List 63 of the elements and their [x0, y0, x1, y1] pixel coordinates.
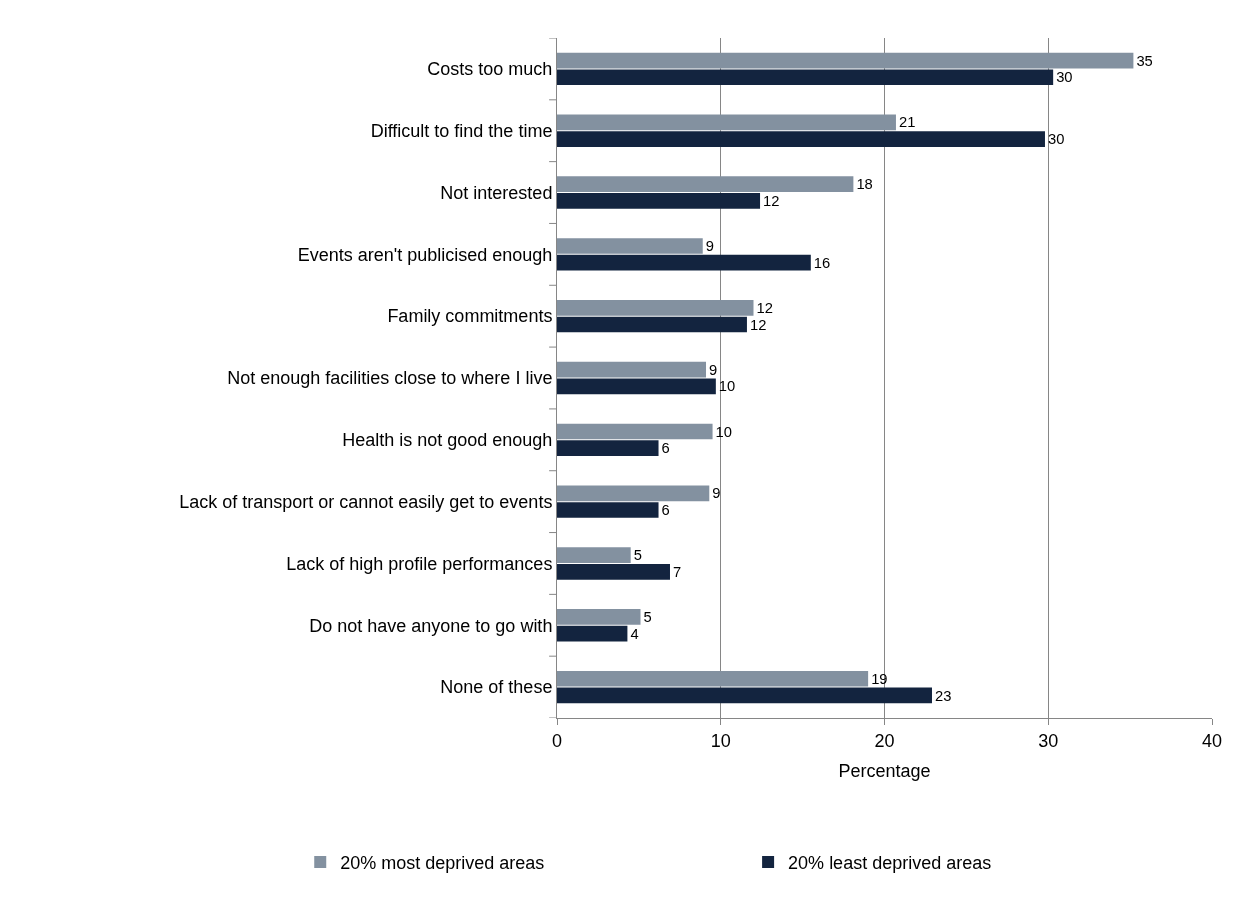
y-tick-label: Health is not good enough	[342, 430, 553, 451]
data-label: 5	[643, 609, 652, 625]
bar	[557, 193, 761, 209]
bar	[557, 299, 754, 316]
data-label: 9	[705, 238, 714, 255]
data-label: 10	[718, 378, 736, 395]
y-tick-label: Lack of transport or cannot easily get to events	[179, 491, 553, 512]
bar	[557, 440, 659, 457]
legend-label: 20% least deprived areas	[788, 852, 992, 873]
bar	[557, 502, 659, 518]
data-label: 16	[813, 254, 831, 271]
bar	[557, 114, 896, 131]
data-label: 12	[749, 316, 767, 333]
bar	[557, 176, 854, 193]
bar	[557, 625, 628, 642]
data-label: 18	[856, 176, 873, 193]
y-tick-label: Events aren't publicised enough	[297, 244, 553, 265]
data-label: 6	[661, 502, 670, 519]
bar	[557, 547, 631, 563]
y-tick-label: Not enough facilities close to where I live	[227, 368, 553, 389]
y-tick-label: Family commitments	[387, 306, 553, 327]
y-tick-label: Do not have anyone to go with	[309, 615, 553, 636]
data-label: 19	[871, 670, 888, 687]
bar	[557, 52, 1134, 69]
bar	[557, 609, 641, 625]
bar	[557, 485, 710, 502]
data-label: 12	[756, 299, 773, 316]
data-label: 35	[1136, 52, 1153, 69]
data-label: 23	[934, 687, 952, 704]
x-tick-label: 40	[1201, 730, 1223, 751]
bar	[557, 238, 703, 254]
x-tick-label: 0	[551, 730, 563, 751]
x-tick-label: 20	[874, 730, 895, 751]
bar	[557, 687, 932, 704]
data-label: 21	[898, 114, 916, 131]
bar	[557, 563, 670, 580]
data-label: 10	[715, 423, 732, 440]
bar	[557, 69, 1054, 86]
bar	[557, 423, 713, 440]
bar	[557, 254, 811, 271]
legend-label: 20% most deprived areas	[340, 852, 545, 873]
x-axis-title: Percentage	[838, 760, 931, 781]
y-tick-label: Not interested	[440, 182, 553, 203]
bar	[557, 670, 869, 687]
data-label: 9	[709, 361, 718, 378]
x-tick-label: 10	[710, 730, 731, 751]
y-tick-label: Lack of high profile performances	[286, 553, 553, 574]
bar	[557, 361, 707, 378]
y-tick-label: Difficult to find the time	[370, 121, 553, 142]
data-label: 5	[633, 547, 642, 564]
y-tick-label: Costs too much	[427, 59, 553, 80]
data-label: 4	[630, 625, 639, 642]
bar	[557, 316, 747, 333]
y-tick-label: None of these	[440, 677, 553, 698]
bar	[557, 131, 1045, 147]
data-label: 7	[672, 563, 682, 580]
x-tick-label: 30	[1038, 730, 1059, 751]
bar	[557, 378, 716, 395]
data-label: 12	[763, 192, 780, 209]
data-label: 30	[1056, 69, 1073, 86]
data-label: 9	[712, 485, 721, 502]
data-label: 30	[1047, 131, 1065, 148]
data-label: 6	[661, 440, 670, 457]
